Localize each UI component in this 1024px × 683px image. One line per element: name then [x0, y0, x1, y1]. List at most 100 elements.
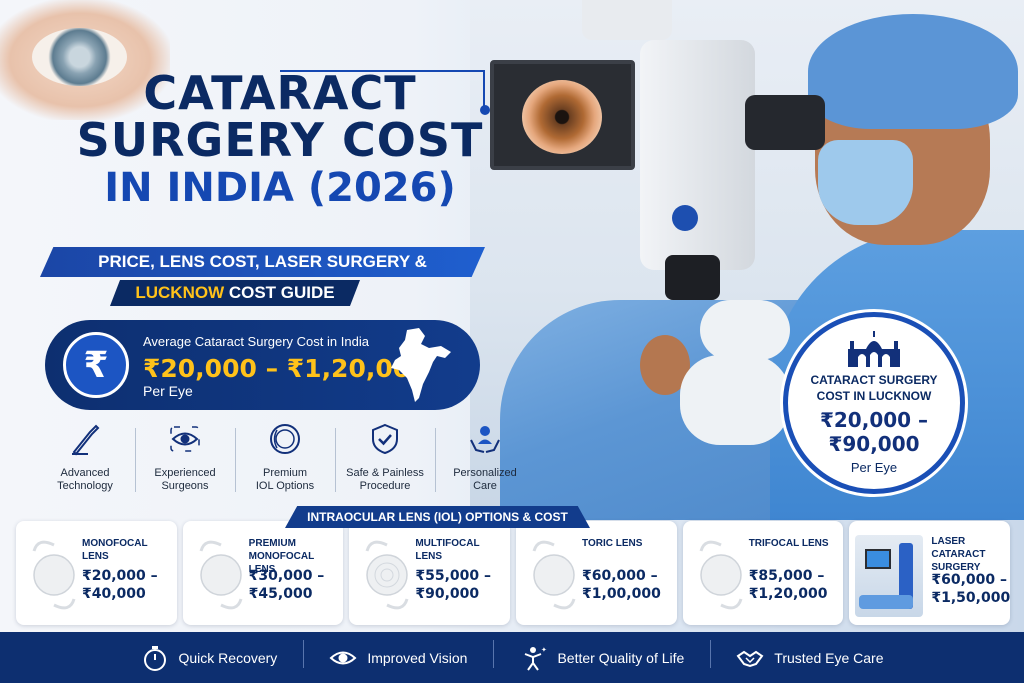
- shield-check-icon: [372, 423, 398, 455]
- footer-label: Trusted Eye Care: [774, 649, 884, 666]
- feature-experienced-surgeons: Experienced Surgeons: [135, 420, 235, 500]
- footer-label: Quick Recovery: [178, 649, 278, 666]
- scalpel-icon: [72, 424, 100, 456]
- stopwatch-icon: [143, 645, 166, 671]
- microscope-eyepiece-image: [745, 95, 825, 150]
- gloved-hand-image: [680, 355, 790, 445]
- subtitle-band: PRICE, LENS COST, LASER SURGERY &: [40, 247, 485, 277]
- microscope-arm-image: [582, 0, 672, 40]
- iol-heading: INTRAOCULAR LENS (IOL) OPTIONS & COST: [285, 506, 590, 528]
- subtitle-band-2: LUCKNOW COST GUIDE: [110, 280, 360, 306]
- card-price: ₹45,000: [248, 586, 313, 603]
- footer-item-trusted-care: Trusted Eye Care: [710, 639, 909, 672]
- page-title: CATARACT SURGERY COST IN INDIA (2026): [60, 70, 500, 209]
- lucknow-per: Per Eye: [850, 460, 898, 476]
- india-map-icon: [391, 328, 451, 402]
- subtitle-highlight: LUCKNOW: [135, 283, 225, 302]
- feature-label: Premium: [262, 467, 307, 479]
- card-name: TRIFOCAL LENS: [748, 538, 829, 549]
- feature-label: Personalized: [453, 467, 517, 479]
- svg-text:✦: ✦: [541, 646, 547, 654]
- average-cost-panel: ₹ Average Cataract Surgery Cost in India…: [45, 320, 480, 410]
- card-price: ₹1,50,000: [931, 590, 1011, 607]
- microscope-lens-image: [665, 255, 720, 300]
- iol-card-trifocal: TRIFOCAL LENS ₹85,000 – ₹1,20,000: [682, 521, 844, 625]
- lens-icon: [365, 540, 409, 610]
- gloved-hand-image: [700, 300, 790, 360]
- handshake-icon: [736, 650, 764, 667]
- rupee-icon: ₹: [63, 332, 129, 398]
- card-price: ₹1,00,000: [582, 586, 661, 603]
- features-row: Advanced Technology Experienced Surgeons P…: [35, 420, 535, 500]
- feature-label: Safe & Painless: [346, 467, 424, 479]
- footer-label: Better Quality of Life: [557, 649, 685, 666]
- card-price: ₹30,000 –: [248, 568, 325, 584]
- eye-closeup-image: [0, 0, 170, 120]
- card-name: LASER CATARACT: [931, 536, 986, 560]
- title-decor-dot: [480, 105, 490, 115]
- card-price: ₹85,000 –: [748, 568, 825, 584]
- title-line-2: SURGERY COST: [76, 112, 484, 167]
- card-price: ₹60,000 –: [582, 568, 658, 584]
- person-sparkle-icon: ✦: [525, 646, 547, 671]
- feature-label: Care: [473, 480, 497, 493]
- footer-item-better-quality: ✦ Better Quality of Life: [493, 639, 710, 672]
- feature-label: Advanced: [60, 467, 110, 479]
- card-price: ₹90,000: [415, 586, 480, 603]
- surgeon-mask-image: [818, 140, 913, 225]
- card-price: ₹20,000 –: [82, 568, 158, 584]
- feature-label: Experienced: [154, 467, 216, 479]
- lucknow-title-2: COST IN LUCKNOW: [816, 388, 932, 403]
- iol-card-multifocal: MULTIFOCAL LENS ₹55,000 – ₹90,000: [349, 521, 511, 625]
- subtitle-rest: COST GUIDE: [224, 283, 335, 302]
- average-cost-per: Per Eye: [143, 383, 193, 399]
- monument-icon: [848, 331, 900, 367]
- iol-card-laser-cataract: LASER CATARACT SURGERY ₹60,000 – ₹1,50,000: [849, 521, 1010, 625]
- card-price: ₹60,000 –: [931, 572, 1007, 588]
- footer-bar: Quick Recovery Improved Vision ✦ Better …: [0, 632, 1024, 683]
- feature-label: Surgeons: [161, 480, 209, 493]
- feature-personalized-care: Personalized Care: [435, 420, 535, 500]
- average-cost-label: Average Cataract Surgery Cost in India: [143, 334, 369, 349]
- microscope-knob-image: [672, 205, 698, 231]
- iol-card-premium-monofocal: PREMIUM MONOFOCAL LENS ₹30,000 – ₹45,000: [182, 521, 344, 625]
- card-price: ₹1,20,000: [748, 586, 828, 603]
- card-name: MULTIFOCAL LENS: [415, 538, 480, 562]
- card-name: PREMIUM: [248, 538, 296, 549]
- feature-label: Procedure: [359, 480, 411, 493]
- eye-monitor-image: [490, 60, 635, 170]
- lens-icon: [32, 540, 76, 610]
- feature-safe-painless: Safe & Painless Procedure: [335, 420, 435, 500]
- footer-item-quick-recovery: Quick Recovery: [115, 644, 304, 672]
- footer-item-improved-vision: Improved Vision: [303, 639, 493, 672]
- microscope-image: [640, 40, 755, 270]
- surgeon-cap-image: [808, 14, 1018, 129]
- care-hands-icon: [470, 426, 500, 453]
- feature-label: Technology: [57, 480, 113, 493]
- feature-premium-iol: Premium IOL Options: [235, 420, 335, 500]
- card-price: ₹55,000 –: [415, 568, 491, 584]
- card-price: ₹40,000: [82, 586, 146, 603]
- average-cost-range: ₹20,000 – ₹1,20,000: [143, 354, 428, 383]
- lucknow-cost-badge: CATARACT SURGERY COST IN LUCKNOW ₹20,000…: [783, 312, 965, 494]
- lucknow-title-1: CATARACT SURGERY: [810, 373, 938, 387]
- lucknow-range: ₹20,000 – ₹90,000: [819, 408, 929, 457]
- feature-advanced-technology: Advanced Technology: [35, 420, 135, 500]
- card-name: MONOFOCAL LENS: [248, 551, 315, 575]
- iol-card-monofocal: MONOFOCAL LENS ₹20,000 – ₹40,000: [16, 521, 177, 625]
- card-name: TORIC LENS: [582, 538, 643, 549]
- title-line-3: IN INDIA (2026): [104, 164, 456, 211]
- eye-icon: [329, 651, 357, 664]
- lens-icon: [270, 424, 300, 454]
- card-name: SURGERY: [931, 562, 981, 573]
- iol-card-toric: TORIC LENS ₹60,000 – ₹1,00,000: [516, 521, 677, 625]
- feature-label: IOL Options: [255, 480, 315, 493]
- iol-cards: MONOFOCAL LENS ₹20,000 – ₹40,000 PREMIUM M…: [16, 521, 1010, 625]
- footer-label: Improved Vision: [367, 649, 468, 666]
- title-decor-line: [280, 70, 485, 108]
- lens-icon: [199, 540, 243, 610]
- laser-machine-image: [855, 535, 924, 617]
- lens-icon: [532, 540, 576, 610]
- title-line-1: CATARACT: [143, 66, 417, 120]
- card-name: MONOFOCAL LENS: [82, 538, 148, 562]
